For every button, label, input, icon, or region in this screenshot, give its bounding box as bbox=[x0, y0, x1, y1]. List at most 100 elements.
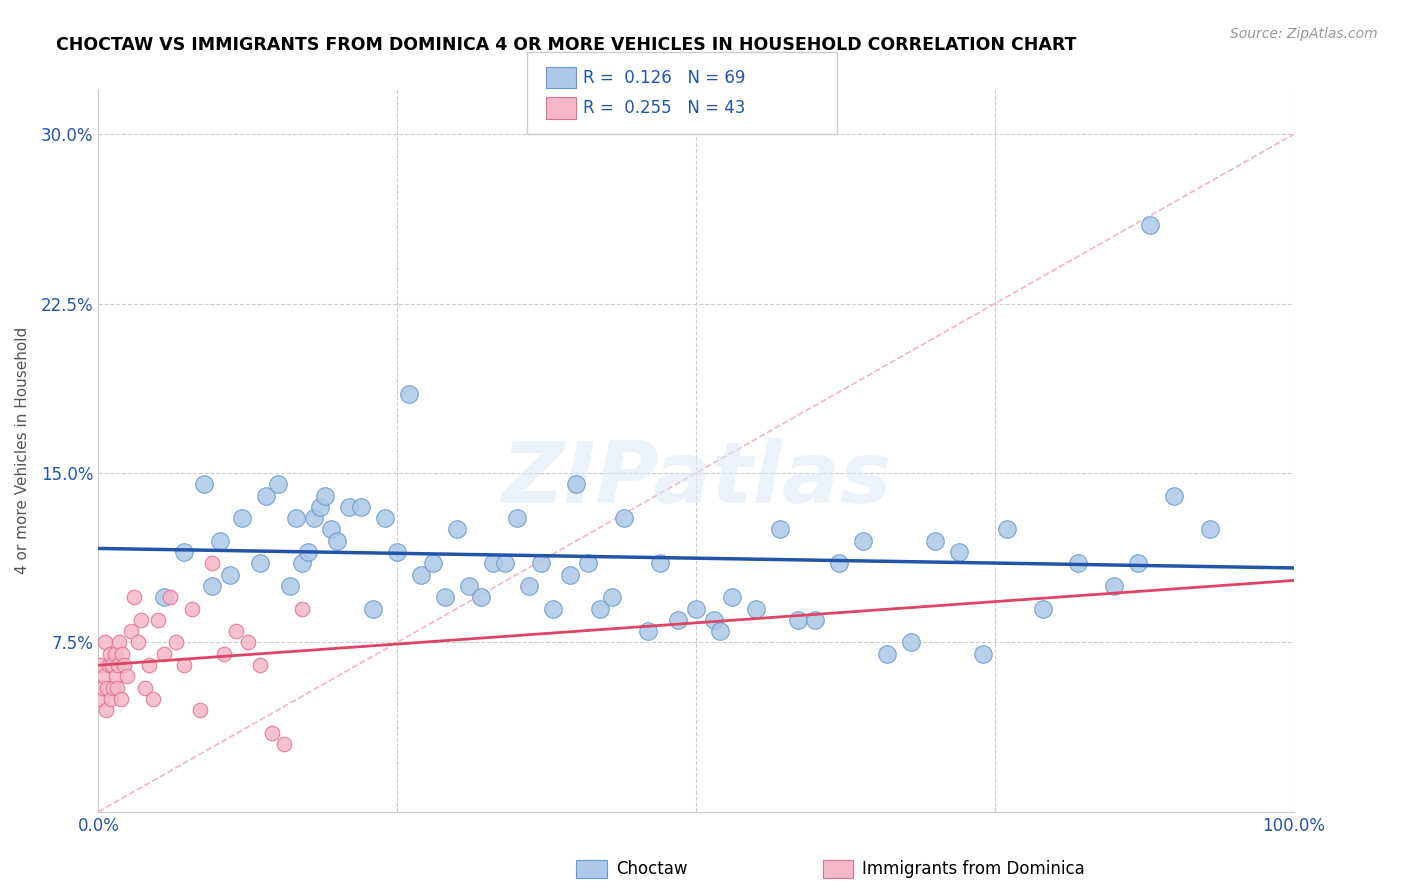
Point bbox=[153, 591, 176, 605]
Point bbox=[350, 500, 373, 514]
Text: R =  0.255   N = 43: R = 0.255 N = 43 bbox=[583, 99, 745, 117]
Point bbox=[94, 635, 117, 649]
Point bbox=[127, 635, 149, 649]
Point bbox=[134, 681, 156, 695]
Point bbox=[273, 737, 295, 751]
Point bbox=[434, 591, 457, 605]
Point bbox=[111, 647, 134, 661]
Point bbox=[105, 681, 128, 695]
Point bbox=[112, 657, 135, 672]
Point bbox=[284, 511, 307, 525]
Point bbox=[131, 613, 153, 627]
Point bbox=[254, 489, 277, 503]
Point bbox=[96, 681, 118, 695]
Point bbox=[98, 647, 121, 661]
Point bbox=[165, 635, 187, 649]
Point bbox=[302, 511, 325, 525]
Point bbox=[212, 647, 235, 661]
Point bbox=[219, 567, 242, 582]
Point bbox=[138, 657, 160, 672]
Point bbox=[995, 523, 1018, 537]
Point bbox=[398, 387, 420, 401]
Point bbox=[769, 523, 792, 537]
Point bbox=[249, 657, 271, 672]
Point bbox=[110, 691, 132, 706]
Point bbox=[411, 567, 433, 582]
Point bbox=[231, 511, 253, 525]
Point bbox=[120, 624, 142, 639]
Point bbox=[1128, 557, 1150, 571]
Point bbox=[100, 691, 122, 706]
Point bbox=[613, 511, 636, 525]
Point bbox=[148, 613, 170, 627]
Text: Choctaw: Choctaw bbox=[616, 860, 688, 878]
Point bbox=[458, 579, 481, 593]
Point bbox=[108, 635, 131, 649]
Text: R =  0.126   N = 69: R = 0.126 N = 69 bbox=[583, 69, 745, 87]
Point bbox=[93, 669, 115, 683]
Point bbox=[180, 601, 202, 615]
Y-axis label: 4 or more Vehicles in Household: 4 or more Vehicles in Household bbox=[15, 326, 30, 574]
Text: CHOCTAW VS IMMIGRANTS FROM DOMINICA 4 OR MORE VEHICLES IN HOUSEHOLD CORRELATION : CHOCTAW VS IMMIGRANTS FROM DOMINICA 4 OR… bbox=[56, 36, 1077, 54]
Point bbox=[589, 601, 612, 615]
Point bbox=[374, 511, 396, 525]
Point bbox=[278, 579, 301, 593]
Point bbox=[517, 579, 540, 593]
Point bbox=[89, 657, 111, 672]
Point bbox=[209, 533, 232, 548]
Point bbox=[267, 477, 290, 491]
Point bbox=[446, 523, 468, 537]
Point bbox=[541, 601, 564, 615]
Point bbox=[124, 591, 146, 605]
Point bbox=[924, 533, 946, 548]
Point bbox=[650, 557, 672, 571]
Point bbox=[339, 500, 361, 514]
Point bbox=[115, 669, 138, 683]
Point bbox=[297, 545, 319, 559]
Point bbox=[972, 647, 994, 661]
Point bbox=[1032, 601, 1054, 615]
Point bbox=[494, 557, 516, 571]
Point bbox=[385, 545, 409, 559]
Point bbox=[1104, 579, 1126, 593]
Point bbox=[321, 523, 343, 537]
Point bbox=[291, 601, 314, 615]
Point bbox=[482, 557, 505, 571]
Point bbox=[948, 545, 970, 559]
Point bbox=[900, 635, 922, 649]
Point bbox=[852, 533, 875, 548]
Point bbox=[721, 591, 744, 605]
Point bbox=[260, 725, 283, 739]
Point bbox=[703, 613, 725, 627]
Point bbox=[236, 635, 259, 649]
Point bbox=[291, 557, 314, 571]
Point bbox=[506, 511, 529, 525]
Point bbox=[103, 647, 125, 661]
Point bbox=[709, 624, 731, 639]
Point bbox=[666, 613, 689, 627]
Point bbox=[1199, 523, 1222, 537]
Point bbox=[159, 591, 181, 605]
Point bbox=[101, 657, 124, 672]
Point bbox=[1139, 218, 1161, 232]
Point bbox=[96, 703, 118, 717]
Point bbox=[315, 489, 337, 503]
Point bbox=[565, 477, 588, 491]
Point bbox=[142, 691, 165, 706]
Point bbox=[745, 601, 768, 615]
Point bbox=[173, 657, 195, 672]
Point bbox=[173, 545, 195, 559]
Point bbox=[104, 669, 127, 683]
Point bbox=[97, 657, 120, 672]
Point bbox=[188, 703, 211, 717]
Point bbox=[560, 567, 582, 582]
Point bbox=[422, 557, 444, 571]
Point bbox=[828, 557, 851, 571]
Point bbox=[637, 624, 659, 639]
Text: Immigrants from Dominica: Immigrants from Dominica bbox=[862, 860, 1084, 878]
Point bbox=[153, 647, 176, 661]
Point bbox=[201, 557, 224, 571]
Point bbox=[470, 591, 492, 605]
Point bbox=[578, 557, 600, 571]
Text: ZIPatlas: ZIPatlas bbox=[501, 438, 891, 521]
